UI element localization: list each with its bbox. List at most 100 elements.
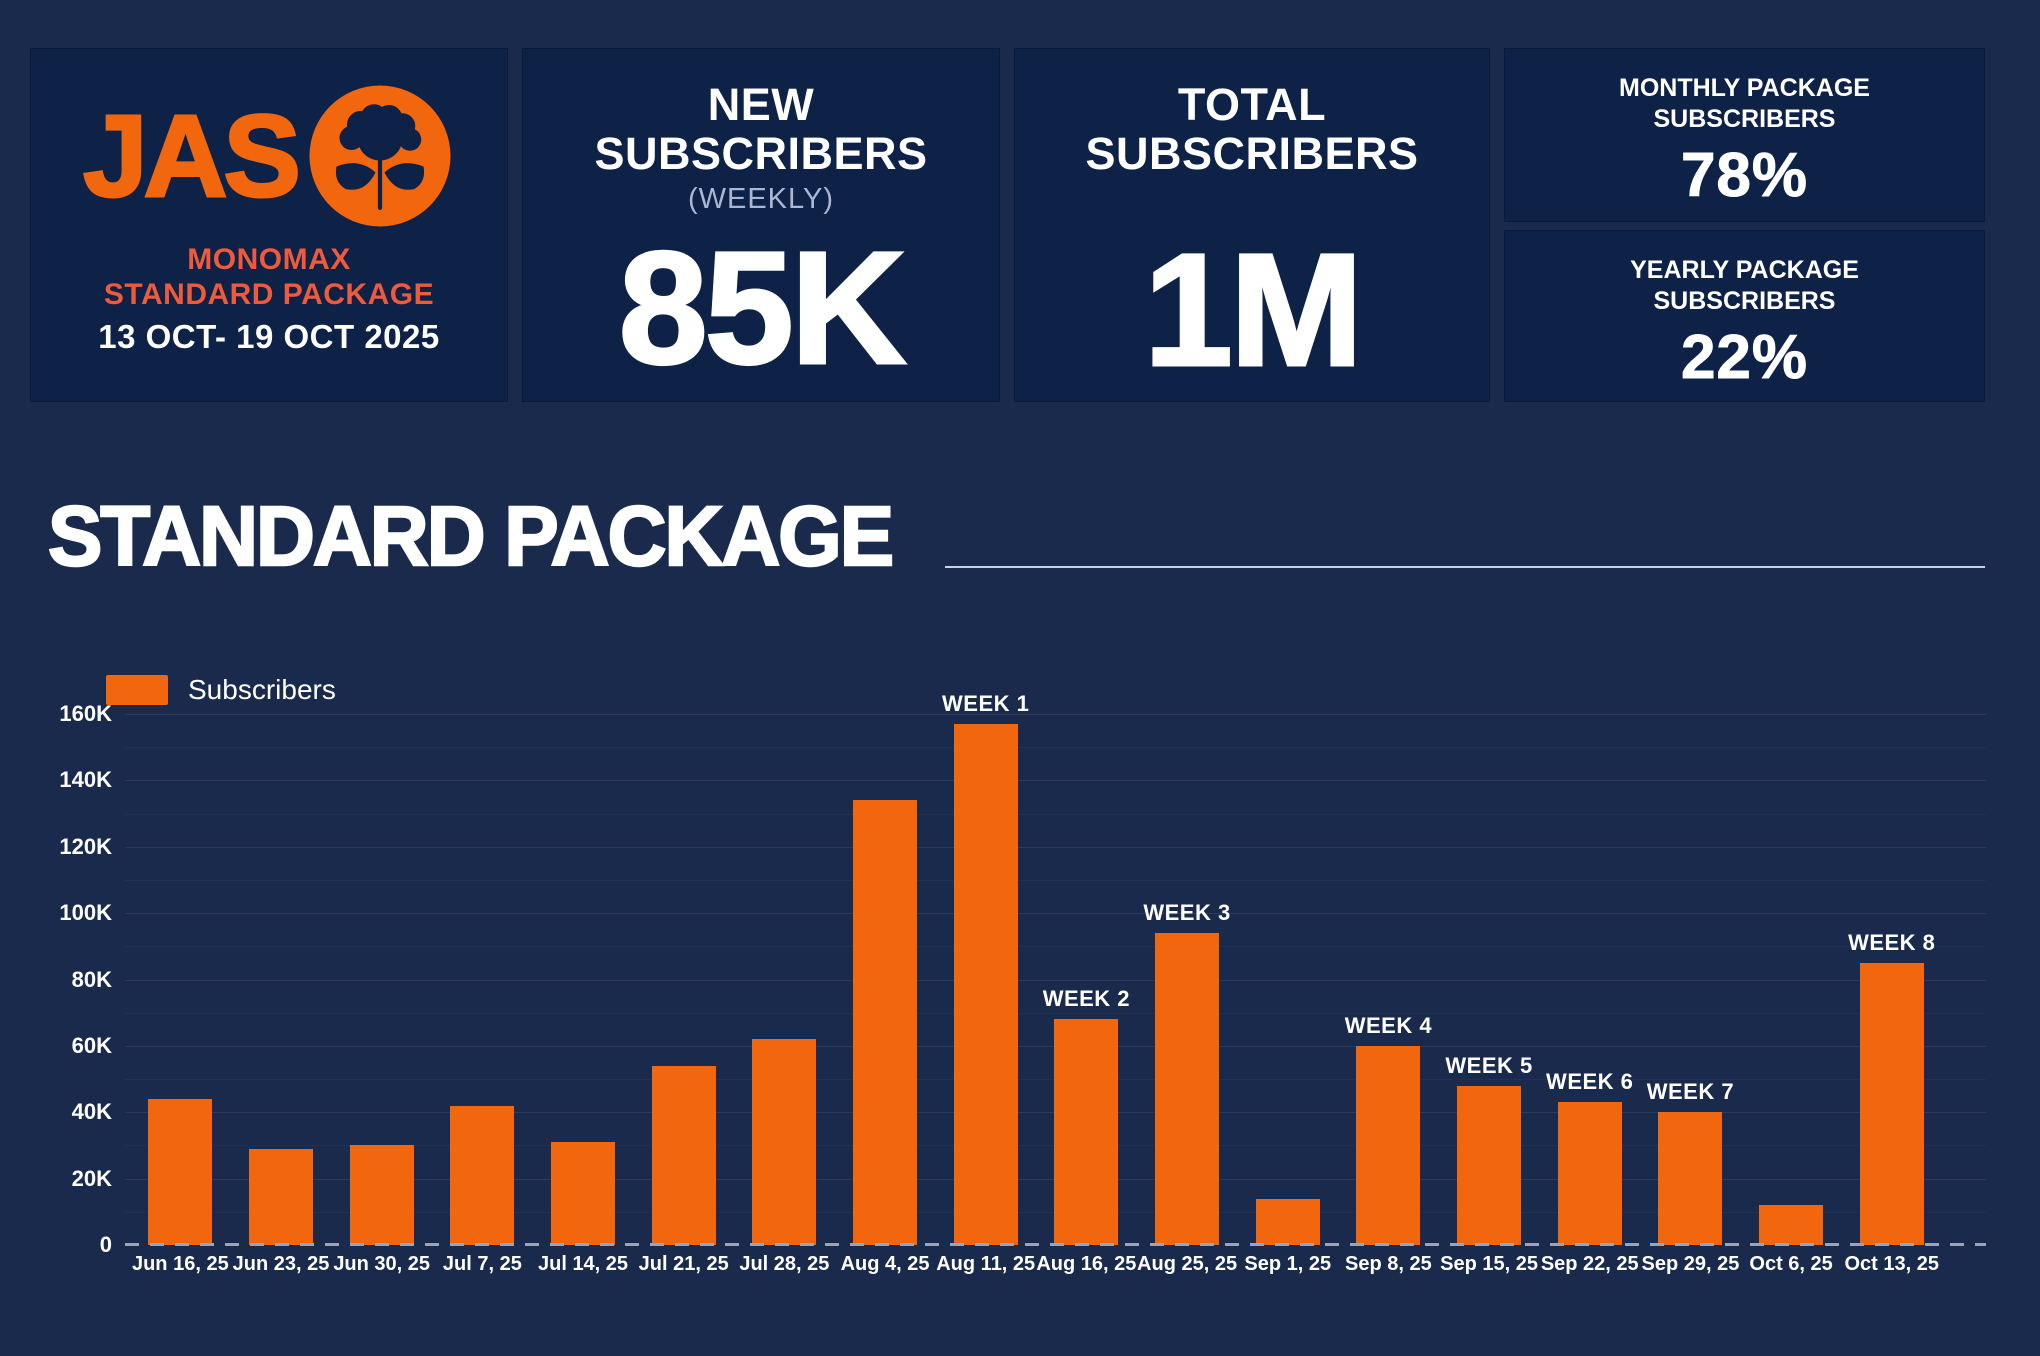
bar-slot — [130, 714, 231, 1245]
logo-panel: JAS MONOMAX STANDARD PACKAG — [30, 48, 508, 402]
bar: WEEK 3 — [1143, 900, 1230, 1245]
bar: WEEK 6 — [1546, 1069, 1633, 1245]
gridline — [125, 846, 1986, 848]
bar-slot: WEEK 6 — [1539, 714, 1640, 1245]
y-tick-label: 80K — [71, 966, 112, 992]
new-subscribers-title-line1: NEW — [707, 79, 815, 130]
chart-x-axis-line — [125, 1243, 1986, 1246]
monthly-package-label-line2: SUBSCRIBERS — [1653, 104, 1836, 133]
page-title: STANDARD PACKAGE — [47, 489, 895, 583]
x-tick-label: Sep 29, 25 — [1641, 1253, 1740, 1275]
y-tick-label: 120K — [59, 833, 112, 859]
bar — [1255, 1198, 1320, 1245]
logo-subtitle-line2: STANDARD PACKAGE — [103, 277, 435, 311]
bar — [1759, 1205, 1824, 1245]
bar: WEEK 5 — [1445, 1053, 1532, 1245]
x-tick-label: Sep 8, 25 — [1345, 1253, 1432, 1275]
logo-subtitle: MONOMAX STANDARD PACKAGE — [31, 243, 507, 312]
x-tick-label: Aug 16, 25 — [1036, 1253, 1137, 1275]
bar-value-label: WEEK 2 — [1042, 986, 1131, 1012]
new-subscribers-title-line2: SUBSCRIBERS — [594, 127, 928, 179]
gridline — [125, 780, 1986, 782]
new-subscribers-title: NEW SUBSCRIBERS — [523, 79, 999, 179]
x-tick-label: Jun 23, 25 — [232, 1253, 330, 1275]
y-tick-label: 40K — [71, 1099, 112, 1125]
new-subscribers-value: 85K — [617, 218, 908, 398]
bar-value-label: WEEK 8 — [1848, 929, 1936, 955]
chart-legend: Subscribers — [106, 674, 336, 706]
yearly-package-panel: YEARLY PACKAGE SUBSCRIBERS 22% — [1504, 230, 1985, 402]
bar — [249, 1148, 313, 1245]
monthly-package-value: 78% — [1680, 141, 1809, 211]
bar-slot: WEEK 7 — [1640, 714, 1741, 1245]
bar-value-label: WEEK 6 — [1546, 1069, 1634, 1095]
monthly-package-label-line1: MONTHLY PACKAGE — [1619, 74, 1870, 102]
bar — [349, 1145, 414, 1245]
x-tick-label: Sep 22, 25 — [1540, 1253, 1639, 1275]
y-tick-label: 0 — [99, 1232, 112, 1257]
x-tick-label: Jul 14, 25 — [537, 1253, 629, 1275]
report-date-range: 13 OCT- 19 OCT 2025 — [98, 318, 440, 355]
bar-value-label: WEEK 7 — [1646, 1079, 1735, 1105]
yearly-package-label: YEARLY PACKAGE SUBSCRIBERS — [1505, 255, 1984, 316]
x-tick-label: Jun 16, 25 — [131, 1253, 229, 1275]
gridline — [125, 714, 1986, 715]
chart-x-axis-labels: Jun 16, 25 Jun 23, 25 Jun 30, 25 Jul 7, 25 J… — [130, 1253, 1942, 1276]
x-tick-label: Aug 25, 25 — [1137, 1253, 1238, 1275]
gridline — [125, 913, 1986, 915]
y-tick-label: 60K — [71, 1032, 112, 1058]
legend-color-swatch — [106, 675, 168, 705]
bar-slot: WEEK 8 — [1841, 714, 1942, 1245]
yearly-package-value: 22% — [1680, 323, 1809, 393]
y-tick-label: 100K — [59, 900, 112, 926]
yearly-package-label-line2: SUBSCRIBERS — [1653, 286, 1836, 315]
monthly-package-panel: MONTHLY PACKAGE SUBSCRIBERS 78% — [1504, 48, 1985, 222]
total-subscribers-title-line1: TOTAL — [1177, 79, 1327, 130]
bar-value-label: WEEK 5 — [1445, 1052, 1533, 1078]
new-subscribers-subtitle: (WEEKLY) — [687, 183, 835, 216]
bar: WEEK 1 — [942, 691, 1029, 1245]
x-tick-label: Oct 13, 25 — [1844, 1253, 1940, 1275]
y-tick-label: 20K — [71, 1165, 112, 1191]
gridline — [125, 979, 1986, 981]
yearly-package-label-line1: YEARLY PACKAGE — [1630, 256, 1859, 284]
bar-slot — [432, 714, 533, 1245]
bar-value-label: WEEK 3 — [1143, 900, 1231, 926]
x-tick-label: Jul 28, 25 — [739, 1253, 830, 1275]
bar-slot — [1741, 714, 1842, 1245]
bar-slot — [231, 714, 332, 1245]
total-subscribers-panel: TOTAL SUBSCRIBERS 1M — [1014, 48, 1490, 402]
new-subscribers-panel: NEW SUBSCRIBERS (WEEKLY) 85K — [522, 48, 1000, 402]
bar-value-label: WEEK 1 — [942, 690, 1030, 716]
brand-wordmark: JAS — [82, 91, 303, 221]
bar — [450, 1105, 515, 1245]
bar-slot — [633, 714, 734, 1245]
bar-slot — [734, 714, 835, 1245]
logo-subtitle-line1: MONOMAX — [187, 243, 351, 276]
x-tick-label: Jul 7, 25 — [442, 1253, 522, 1275]
total-subscribers-title-line2: SUBSCRIBERS — [1085, 127, 1419, 179]
x-tick-label: Aug 11, 25 — [936, 1253, 1036, 1275]
bar: WEEK 4 — [1345, 1013, 1432, 1245]
bar: WEEK 8 — [1848, 930, 1935, 1245]
bar-slot: WEEK 1 — [935, 691, 1036, 1245]
bar: WEEK 2 — [1043, 986, 1130, 1245]
bar-value-label: WEEK 4 — [1344, 1012, 1433, 1038]
y-tick-label: 140K — [59, 767, 112, 793]
bar-slot — [835, 714, 936, 1245]
bar — [148, 1098, 213, 1245]
bar-slot: WEEK 2 — [1036, 714, 1137, 1245]
monthly-package-label: MONTHLY PACKAGE SUBSCRIBERS — [1505, 73, 1984, 134]
x-tick-label: Sep 1, 25 — [1244, 1253, 1332, 1275]
x-tick-label: Jul 21, 25 — [638, 1253, 729, 1275]
flower-logo-icon — [309, 85, 451, 227]
x-tick-label: Oct 6, 25 — [1749, 1253, 1833, 1275]
bar-slot — [1237, 714, 1338, 1245]
x-tick-label: Jun 30, 25 — [333, 1253, 431, 1275]
bar-slot: WEEK 4 — [1338, 714, 1439, 1245]
logo-row: JAS — [31, 81, 507, 231]
y-tick-label: 160K — [59, 701, 112, 726]
chart-bars: WEEK 1 WEEK 2 WEEK 3 WEEK 4 WEEK 5 WEEK 6 WEEK… — [130, 691, 1942, 1245]
total-subscribers-title: TOTAL SUBSCRIBERS — [1015, 79, 1489, 179]
